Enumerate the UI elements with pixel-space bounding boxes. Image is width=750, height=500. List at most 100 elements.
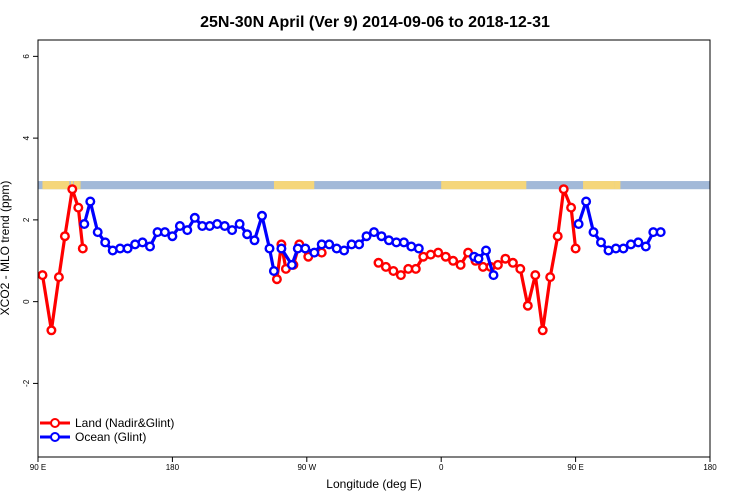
series-ocean-point bbox=[100, 237, 111, 248]
series-ocean-point bbox=[92, 227, 103, 238]
plot-frame bbox=[37, 39, 711, 458]
series-land-point bbox=[545, 272, 556, 283]
series-land-point bbox=[388, 266, 399, 277]
series-ocean-point bbox=[618, 243, 629, 254]
x-axis-label: Longitude (deg E) bbox=[326, 477, 421, 491]
series-ocean-point bbox=[144, 241, 155, 252]
y-tick-label: 0 bbox=[22, 299, 31, 304]
land-band-segment bbox=[42, 181, 70, 190]
series-land-point bbox=[455, 259, 466, 270]
series-land-point bbox=[395, 270, 406, 281]
series-ocean-point bbox=[79, 218, 90, 229]
series-ocean-point bbox=[640, 241, 651, 252]
series-ocean-point bbox=[655, 227, 666, 238]
series-ocean-point bbox=[324, 239, 335, 250]
series-ocean-point bbox=[398, 237, 409, 248]
series-ocean-point bbox=[633, 237, 644, 248]
chart-title: 25N-30N April (Ver 9) 2014-09-06 to 2018… bbox=[200, 14, 550, 31]
land-band-segment bbox=[441, 181, 527, 190]
series-ocean-point bbox=[300, 243, 311, 254]
series-ocean-point bbox=[227, 225, 238, 236]
series-ocean-point bbox=[581, 196, 592, 207]
legend-ocean-label: Ocean (Glint) bbox=[75, 430, 146, 444]
land-band-segment bbox=[614, 181, 621, 190]
series-land-point bbox=[537, 325, 548, 336]
series-ocean-point bbox=[309, 247, 320, 258]
y-axis: -2 0 2 4 6 bbox=[22, 54, 38, 387]
series-land-point bbox=[530, 270, 541, 281]
series-land-point bbox=[433, 247, 444, 258]
series-ocean-point bbox=[137, 237, 148, 248]
series-ocean-point bbox=[234, 218, 245, 229]
legend: Land (Nadir&Glint) Ocean (Glint) bbox=[40, 416, 174, 444]
series-land-point bbox=[37, 270, 48, 281]
series-land-point bbox=[522, 300, 533, 311]
series-ocean-point bbox=[339, 245, 350, 256]
series-land-point bbox=[73, 202, 84, 213]
series-ocean-point bbox=[481, 245, 492, 256]
series-land-point bbox=[380, 261, 391, 272]
y-axis-label: XCO2 - MLO trend (ppm) bbox=[0, 181, 12, 316]
x-tick-label: 90 E bbox=[30, 463, 46, 472]
series-ocean-point bbox=[174, 220, 185, 231]
series-land-point bbox=[448, 255, 459, 266]
x-tick-label: 180 bbox=[703, 463, 717, 472]
series-ocean-point bbox=[376, 231, 387, 242]
series-ocean-point bbox=[122, 243, 133, 254]
series-ocean-point bbox=[264, 243, 275, 254]
plot-series bbox=[37, 184, 666, 336]
series-ocean-point bbox=[413, 243, 424, 254]
series-land-point bbox=[515, 263, 526, 274]
y-tick-label: -2 bbox=[22, 379, 31, 387]
legend-land-label: Land (Nadir&Glint) bbox=[75, 416, 174, 430]
y-tick-label: 4 bbox=[22, 135, 31, 140]
land-band-segment bbox=[583, 181, 615, 190]
series-ocean-point bbox=[182, 225, 193, 236]
series-land-point bbox=[552, 231, 563, 242]
series-ocean bbox=[79, 196, 666, 281]
series-ocean-point bbox=[85, 196, 96, 207]
series-ocean-point bbox=[596, 237, 607, 248]
y-tick-label: 6 bbox=[22, 54, 31, 59]
series-ocean-point bbox=[159, 227, 170, 238]
x-tick-label: 90 W bbox=[297, 463, 316, 472]
legend-item-ocean: Ocean (Glint) bbox=[40, 430, 146, 444]
series-ocean-point bbox=[242, 229, 253, 240]
series-ocean-point bbox=[276, 243, 287, 254]
series-ocean-point bbox=[286, 259, 297, 270]
land-mask-band bbox=[38, 181, 710, 190]
legend-item-land: Land (Nadir&Glint) bbox=[40, 416, 174, 430]
x-tick-label: 90 E bbox=[567, 463, 583, 472]
series-ocean-point bbox=[167, 231, 178, 242]
series-land-point bbox=[373, 257, 384, 268]
series-ocean-point bbox=[473, 253, 484, 264]
legend-ocean-marker bbox=[50, 432, 60, 442]
x-axis: 90 E 180 90 W 0 90 E 180 bbox=[30, 457, 717, 472]
x-tick-label: 0 bbox=[439, 463, 444, 472]
series-land-point bbox=[46, 325, 57, 336]
series-land-point bbox=[507, 257, 518, 268]
series-ocean-point bbox=[573, 218, 584, 229]
series-ocean-point bbox=[488, 270, 499, 281]
series-land-point bbox=[492, 259, 503, 270]
series-ocean-point bbox=[369, 227, 380, 238]
series-ocean-point bbox=[588, 227, 599, 238]
land-band-segment bbox=[76, 181, 80, 190]
series-ocean-point bbox=[354, 239, 365, 250]
series-land bbox=[37, 184, 581, 336]
series-land-point bbox=[59, 231, 70, 242]
series-ocean-point bbox=[361, 231, 372, 242]
series-land-point bbox=[67, 184, 78, 195]
ocean-band bbox=[38, 181, 710, 190]
x-tick-label: 180 bbox=[166, 463, 180, 472]
series-land-point bbox=[570, 243, 581, 254]
series-land-point bbox=[410, 263, 421, 274]
series-ocean-point bbox=[219, 220, 230, 231]
land-band-segment bbox=[74, 181, 77, 190]
series-land-point bbox=[500, 253, 511, 264]
series-ocean-point bbox=[268, 266, 279, 277]
series-land-point bbox=[271, 274, 282, 285]
land-band-segment bbox=[79, 181, 81, 190]
series-land-point bbox=[566, 202, 577, 213]
